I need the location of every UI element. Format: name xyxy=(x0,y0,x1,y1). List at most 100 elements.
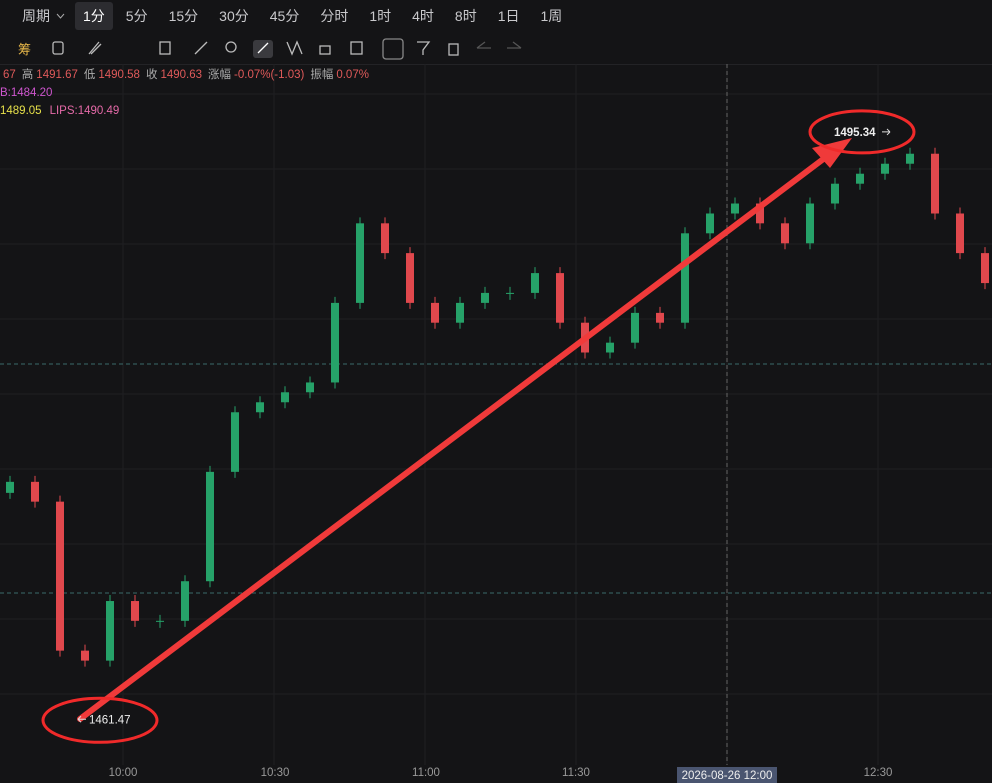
legend-label: 收 xyxy=(146,67,158,81)
period-option[interactable]: 30分 xyxy=(219,8,249,24)
candle-body xyxy=(431,302,439,323)
icon[interactable] xyxy=(350,41,363,55)
candle-body xyxy=(506,292,514,294)
legend-label: 振幅 xyxy=(310,67,333,81)
icon[interactable] xyxy=(88,41,102,55)
icon-active[interactable] xyxy=(253,40,274,58)
icon[interactable] xyxy=(286,40,303,56)
high-marker-label: 1495.34 xyxy=(834,127,876,139)
tool-icons xyxy=(52,38,522,60)
candle-body xyxy=(156,620,164,622)
candle-body xyxy=(931,153,939,214)
chip-tool[interactable]: 筹 xyxy=(18,41,32,57)
candle-body xyxy=(831,183,839,204)
candle-body xyxy=(906,153,914,164)
candle-body xyxy=(781,223,789,244)
marker-arrow xyxy=(77,715,86,723)
period-label: 周期 xyxy=(22,8,50,24)
candle-body xyxy=(756,203,764,224)
period-option[interactable]: 1日 xyxy=(497,8,520,24)
candle-body xyxy=(206,471,214,582)
period-select[interactable]: 周期 xyxy=(0,6,75,26)
candle-body xyxy=(31,481,39,502)
candle-body xyxy=(481,292,489,303)
icon[interactable] xyxy=(476,41,492,49)
candle-body xyxy=(806,203,814,244)
candle-body xyxy=(281,392,289,403)
x-tick-label: 10:30 xyxy=(261,767,290,779)
candle-body xyxy=(231,412,239,472)
period-option[interactable]: 1周 xyxy=(540,8,563,24)
candle-body xyxy=(681,233,689,323)
price-chart: 67 高 1491.67 低 1490.58 收 1490.63 涨幅 -0.07%(-1.03… xyxy=(0,64,992,783)
indicator-line: B:1484.20 xyxy=(0,87,52,99)
icon[interactable] xyxy=(417,41,431,55)
x-tick-label: 11:30 xyxy=(562,767,590,779)
candle-body xyxy=(856,173,864,184)
period-bar: 周期 1分 5分 15分 30分 45分 分时 1时 4时 8时 1日 1周 xyxy=(0,0,992,32)
x-tick-label: 10:00 xyxy=(109,767,138,779)
candle-body xyxy=(306,382,314,393)
candle-body xyxy=(106,601,114,661)
icon[interactable] xyxy=(319,45,331,55)
period-option[interactable]: 1时 xyxy=(369,8,392,24)
marker-arrow xyxy=(882,128,891,136)
ohlc-legend: 67 高 1491.67 低 1490.58 收 1490.63 涨幅 -0.07%(-1.03… xyxy=(3,67,369,81)
indicator-value: 1489.05 xyxy=(0,105,42,117)
candles xyxy=(6,147,989,667)
candle-body xyxy=(81,650,89,661)
candle-body xyxy=(456,302,464,323)
icon[interactable] xyxy=(507,41,522,49)
x-tick-label: 12:30 xyxy=(864,767,893,779)
legend-value: 1491.67 xyxy=(36,69,78,81)
legend-value: -0.07%(-1.03) xyxy=(234,69,304,81)
low-marker-label: 1461.47 xyxy=(89,714,131,726)
icon[interactable] xyxy=(257,42,269,54)
legend-value: 1490.58 xyxy=(98,69,140,81)
candle-body xyxy=(131,601,139,621)
period-option[interactable]: 1分 xyxy=(75,2,113,30)
period-list: 1分 5分 15分 30分 45分 分时 1时 4时 8时 1日 1周 xyxy=(75,2,575,30)
legend-label: 高 xyxy=(22,67,34,81)
crosshair-tag xyxy=(677,767,777,783)
chevron xyxy=(56,13,65,19)
legend-label: 低 xyxy=(84,68,96,81)
icon[interactable] xyxy=(194,41,208,55)
period-option[interactable]: 4时 xyxy=(412,8,434,24)
candle-body xyxy=(381,223,389,254)
x-tick-label: 11:00 xyxy=(412,767,440,779)
candle-body xyxy=(981,253,989,284)
tool-bar: 筹 xyxy=(0,32,992,65)
candle-body xyxy=(256,402,264,413)
period-option[interactable]: 5分 xyxy=(125,8,148,24)
candle-body xyxy=(356,223,364,303)
candle-body xyxy=(56,501,64,651)
icon[interactable] xyxy=(448,43,459,56)
period-option[interactable]: 15分 xyxy=(168,8,199,24)
candle-body xyxy=(731,203,739,214)
icon[interactable] xyxy=(382,38,404,60)
candle-body xyxy=(606,342,614,353)
candle-body xyxy=(631,312,639,343)
legend-value: 1490.63 xyxy=(160,69,202,81)
icon[interactable] xyxy=(225,41,237,53)
candle-body xyxy=(181,581,189,621)
legend-label: 涨幅 xyxy=(208,68,231,81)
highlight-circle xyxy=(808,109,916,155)
crosshair-label: 2026-08-26 12:00 xyxy=(682,770,773,782)
highlight-circle xyxy=(41,696,159,744)
icon[interactable] xyxy=(159,41,171,55)
candle-body xyxy=(556,273,564,323)
candle-body xyxy=(956,213,964,254)
candle-body xyxy=(881,163,889,174)
icon[interactable] xyxy=(52,41,64,55)
trend-arrow xyxy=(77,151,833,722)
period-option[interactable]: 分时 xyxy=(320,8,349,24)
candle-body xyxy=(6,481,14,493)
period-option[interactable]: 45分 xyxy=(269,8,300,24)
candle-body xyxy=(531,273,539,293)
candle-body xyxy=(406,253,414,303)
indicator-line: 1489.05 LIPS:1490.49 xyxy=(0,105,119,117)
period-option[interactable]: 8时 xyxy=(454,8,477,24)
